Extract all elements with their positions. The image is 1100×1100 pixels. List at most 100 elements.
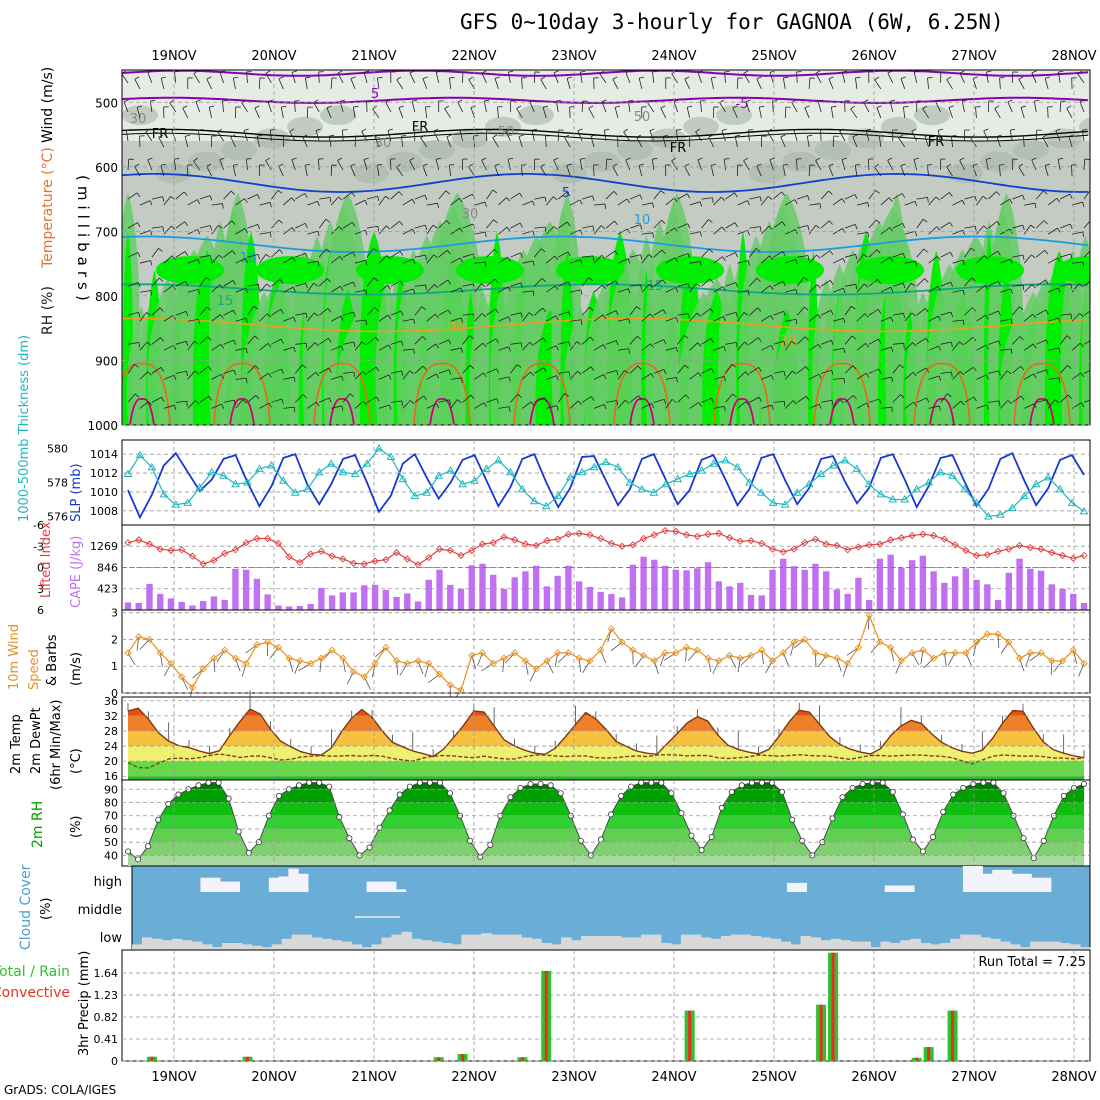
wind-barb-flag	[781, 191, 786, 196]
wind-barb	[940, 371, 952, 374]
wind-barb-flag	[1067, 394, 1072, 400]
rh-point	[698, 847, 705, 854]
wind-barb	[689, 312, 698, 322]
thickness-point	[721, 455, 730, 464]
wind-barb	[134, 79, 141, 90]
rh-point	[195, 782, 202, 789]
wind-barb-flag	[734, 222, 738, 228]
wind-barb-flag	[375, 336, 379, 342]
wind-barb	[745, 101, 750, 113]
rh-patch	[716, 105, 752, 126]
wind-barb	[701, 278, 711, 287]
wind-barb-flag	[205, 277, 211, 281]
wind-barb	[785, 229, 796, 235]
wind-barb-flag	[875, 219, 881, 224]
wind-barb	[497, 106, 499, 118]
wind-barb	[211, 225, 219, 235]
wind-barb	[199, 366, 209, 374]
cape-bar	[930, 571, 937, 610]
wind-barb	[868, 338, 879, 345]
contour-label: 15	[217, 294, 234, 309]
wind-barb	[880, 376, 892, 380]
top-date-label: 25NOV	[751, 49, 796, 64]
wind-barb	[531, 130, 535, 142]
wind10-point	[1048, 657, 1056, 665]
wind-barb-flag	[710, 163, 717, 166]
wind-barb	[662, 136, 667, 148]
wind-barb	[817, 101, 822, 113]
wind-barb	[749, 226, 761, 229]
cape-ylabel: CAPE (J/kg)	[69, 536, 84, 608]
rh-patch	[947, 163, 983, 184]
wind-barb	[697, 159, 702, 171]
cloud-low-bar	[1010, 944, 1021, 950]
wind-barb-flag	[516, 364, 522, 368]
thickness-point	[924, 478, 934, 486]
wind-barb-flag	[911, 312, 916, 317]
wind-barb	[833, 377, 845, 380]
wind-barb	[390, 250, 401, 258]
wind-barb	[904, 401, 914, 409]
chart-title: GFS 0~10day 3-hourly for GAGNOA (6W, 6.2…	[460, 10, 1004, 34]
thickness-point	[649, 488, 659, 496]
wind-barb	[641, 202, 653, 206]
wind-barb-flag	[209, 225, 212, 231]
wind10-point	[554, 649, 562, 657]
wind-barb-flag	[435, 157, 441, 160]
wind-barb-flag	[982, 195, 988, 200]
wind-barb	[749, 307, 758, 316]
wind-barb-flag	[304, 193, 308, 198]
wind-barb	[844, 306, 852, 316]
wind-barb	[1012, 336, 1021, 345]
wind-barb-flag	[447, 309, 452, 315]
wind-barb	[892, 312, 904, 316]
wind-barb-flag	[232, 250, 236, 255]
wind-barb-flag	[412, 258, 416, 264]
contour-label: 10	[240, 251, 257, 266]
wind-barb	[139, 401, 149, 409]
wind-barb-flag	[123, 99, 129, 103]
wind-barb	[959, 159, 965, 171]
wind-barb-flag	[424, 195, 428, 200]
wind-barb	[223, 220, 233, 229]
wind-barb	[785, 318, 797, 322]
wind10-point	[403, 659, 411, 668]
lifted-index-point	[747, 536, 755, 545]
wind-barb-flag	[974, 226, 977, 232]
wind10-point	[1058, 657, 1067, 665]
wind-barb-flag	[436, 70, 442, 73]
cloud-low-bar	[141, 937, 153, 950]
wind10-point	[264, 638, 272, 646]
cape-bar	[758, 595, 765, 610]
wind10-point	[586, 657, 594, 665]
wind-barb-flag	[472, 253, 475, 259]
dewpoint-line	[127, 753, 1085, 769]
wind-barb-flag	[721, 128, 727, 131]
wind-barb	[426, 202, 438, 206]
wind-barb	[414, 395, 424, 403]
wind-barb-flag	[577, 400, 582, 405]
rh-point	[638, 780, 645, 786]
li-tick: -3	[33, 540, 44, 553]
wind-barb	[964, 247, 972, 258]
wind-barb	[756, 165, 762, 177]
wind-barb-flag	[293, 376, 296, 383]
wind-barb	[256, 136, 260, 148]
wind-barb	[350, 165, 356, 177]
wind-barb	[566, 78, 571, 90]
wind-barb-flag	[1031, 254, 1036, 259]
slp-series	[123, 444, 1089, 520]
wind-barb	[342, 393, 351, 403]
wind-barb-flag	[508, 70, 514, 73]
wind-barb-flag	[723, 346, 726, 352]
wind10-point	[317, 654, 325, 662]
cloud-low-bar	[1030, 941, 1041, 950]
precip-conv-bar	[819, 1004, 823, 1061]
cape-bar	[694, 568, 701, 610]
cloud-low-bar	[461, 934, 472, 950]
cape-bar	[618, 597, 626, 610]
rh-patch	[848, 128, 884, 149]
wind-barb-flag	[517, 393, 522, 398]
pressure-tick: 800	[95, 290, 118, 304]
wind-barb	[295, 342, 307, 345]
